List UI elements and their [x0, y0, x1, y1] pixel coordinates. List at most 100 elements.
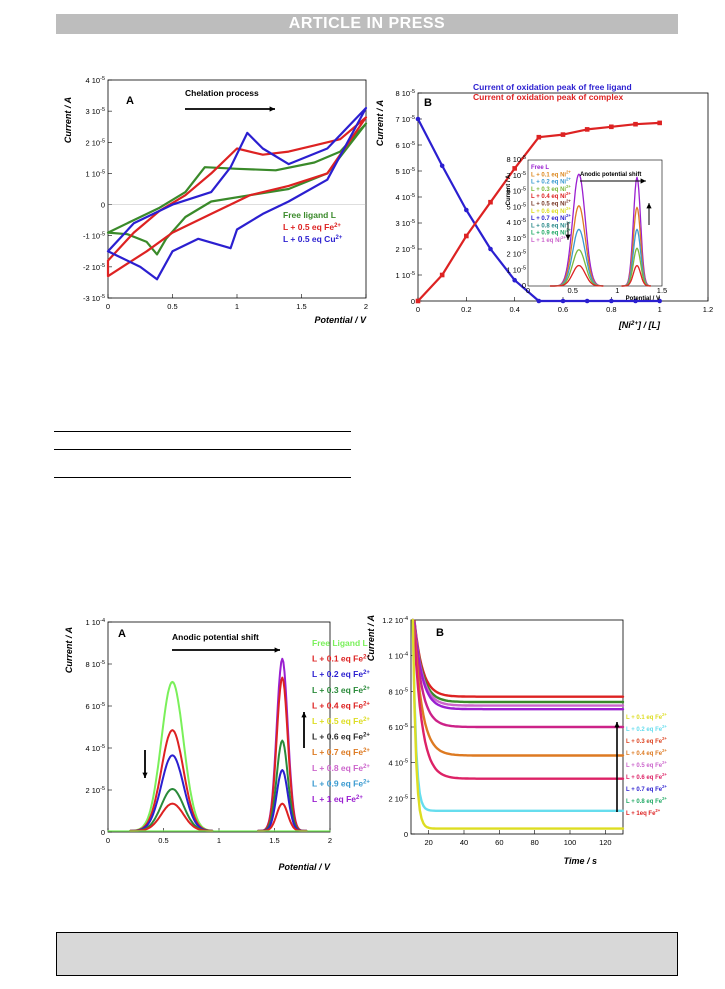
- inset-peak2-4: [621, 264, 652, 287]
- inset-ytick-label: 8 10-5: [507, 155, 527, 164]
- cv-a-xtick-label: 0.5: [167, 302, 177, 311]
- cv-a-ytick-label: 0: [101, 201, 105, 210]
- cv-a-frame: [107, 79, 367, 299]
- tit-b-ytick-label: 4 10-5: [396, 193, 416, 202]
- tit-b-point: [560, 298, 566, 304]
- ca-b-legend-0: L + 0.1 eq Fe2+: [626, 712, 667, 721]
- inset-legend-5: L + 0.5 eq Ni2+: [531, 199, 571, 208]
- cv-a-ytick-label: 3 10-5: [86, 107, 106, 116]
- dpv-a-legend-1: L + 0.1 eq Fe2+: [312, 654, 370, 664]
- cv-a-xlabel: Potential / V: [314, 315, 367, 325]
- inset-ytick-label: 3 10-5: [507, 234, 527, 243]
- tit-b-xtick-label: 0.2: [461, 305, 471, 314]
- dpv-a-peak2-1: [256, 676, 308, 832]
- tit-b-panel-letter: B: [424, 97, 432, 109]
- ca-b-legend-6: L + 0.7 eq Fe2+: [626, 784, 667, 793]
- dpv-a-xtick-label: 0.5: [158, 836, 168, 845]
- cv-a-legend-1: L + 0.5 eq Fe2+: [283, 222, 341, 232]
- tit-b-point: [633, 298, 638, 304]
- ca-b-trace-0: [411, 618, 625, 698]
- ca-b-ytick-label: 4 10-5: [389, 759, 409, 768]
- table-rule-bottom: [54, 477, 351, 478]
- ca-b-trace-2: [411, 618, 625, 707]
- inset-legend-10: L + 1 eq Ni2+: [531, 235, 566, 244]
- ca-b-legend-7: L + 0.8 eq Fe2+: [626, 796, 667, 805]
- tit-b-point: [657, 298, 662, 304]
- dpv-a-ytick-label: 2 10-5: [86, 786, 106, 795]
- cv-a-series-0: [106, 122, 368, 256]
- ca-b-trace-4: [411, 618, 625, 729]
- dpv-a-peak1-1: [129, 729, 214, 832]
- inset-legend-3: L + 0.3 eq Ni2+: [531, 184, 571, 193]
- tit-b-point: [609, 124, 614, 130]
- tit-b-ytick-label: 8 10-5: [396, 89, 416, 98]
- dpv-a-xlabel: Potential / V: [278, 862, 331, 872]
- tit-b-xtick-label: 0.6: [558, 305, 568, 314]
- cv-a-ytick-label: 2 10-5: [86, 138, 106, 147]
- tit-b-xtick-label: 0: [416, 305, 420, 314]
- dpv-a-legend-2: L + 0.2 eq Fe2+: [312, 669, 370, 679]
- dpv-a-up-arrow-head: [301, 712, 307, 718]
- tit-b-legend-0: Current of oxidation peak of free ligand: [473, 82, 632, 92]
- tit-b-ytick-label: 5 10-5: [396, 167, 416, 176]
- inset-xtick-label: 1.5: [657, 286, 667, 295]
- inset-ytick-label: 7 10-5: [507, 171, 527, 180]
- dpv-a-ytick-label: 0: [101, 828, 105, 837]
- tit-b-point: [609, 298, 614, 304]
- dpv-a-legend-9: L + 0.9 eq Fe2+: [312, 778, 370, 788]
- inset-xtick-label: 0.5: [567, 286, 577, 295]
- cv-a-ytick-label: -2 10-5: [83, 263, 105, 272]
- inset-legend-7: L + 0.7 eq Ni2+: [531, 213, 571, 222]
- tit-b-xtick-label: 0.8: [606, 305, 616, 314]
- dpv-a-legend-10: L + 1 eq Fe2+: [312, 794, 363, 804]
- ca-b-legend-4: L + 0.5 eq Fe2+: [626, 760, 667, 769]
- dpv-a-ytick-label: 1 10-4: [86, 618, 106, 627]
- tit-b-point: [512, 277, 517, 283]
- dpv-a-legend-6: L + 0.6 eq Fe2+: [312, 732, 370, 742]
- footer-box: [56, 932, 678, 976]
- ca-b-xtick-label: 80: [530, 838, 538, 847]
- cv-a-legend-2: L + 0.5 eq Cu2+: [283, 234, 343, 244]
- dpv-a-shift-arrow-head: [274, 647, 280, 653]
- dpv-a-ylabel: Current / A: [64, 627, 74, 673]
- dpv-a-ytick-label: 8 10-5: [86, 660, 106, 669]
- dpv-a-xtick-label: 0: [106, 836, 110, 845]
- tit-b-point: [415, 116, 421, 122]
- inset-legend-0: Free L: [531, 165, 549, 171]
- ca-b-trace-5: [411, 618, 625, 757]
- inset-peak1-4: [549, 264, 604, 287]
- tit-b-point: [560, 132, 566, 137]
- cv-a-xtick-label: 2: [364, 302, 368, 311]
- tit-b-point: [536, 134, 542, 140]
- dpv-a-peak2-0: [256, 657, 308, 832]
- dpv-a-xtick-label: 1.5: [269, 836, 279, 845]
- tit-b-xtick-label: 1: [658, 305, 662, 314]
- dpv-a-legend-4: L + 0.4 eq Fe2+: [312, 700, 370, 710]
- ca-b-trace-1: [411, 618, 625, 704]
- tit-b-xlabel: [Ni2+] / [L]: [618, 320, 661, 330]
- tit-b-point: [633, 121, 638, 127]
- cv-a-ytick-label: -3 10-5: [83, 294, 105, 303]
- ca-b-ytick-label: 2 10-5: [389, 794, 409, 803]
- tit-b-ytick-label: 1 10-5: [396, 271, 416, 280]
- ca-b-xtick-label: 20: [424, 838, 432, 847]
- tit-b-point: [536, 298, 542, 304]
- ca-b-trace-7: [411, 618, 625, 812]
- ca-b-ytick-label: 8 10-5: [389, 687, 409, 696]
- dpv-a-legend-0: Free Ligand L: [312, 638, 368, 648]
- inset-down-arrow-head: [565, 234, 571, 240]
- article-in-press-banner: ARTICLE IN PRESS: [56, 14, 678, 34]
- dpv-a-ytick-label: 6 10-5: [86, 702, 106, 711]
- dpv-a-frame: [107, 621, 331, 833]
- tit-b-point: [439, 163, 445, 169]
- ca-b-trace-8: [411, 618, 625, 830]
- dpv-a-peak2-3: [256, 769, 308, 832]
- tit-b-point: [439, 272, 445, 278]
- inset-up-arrow-head: [646, 203, 652, 209]
- cv-a-xtick-label: 0: [106, 302, 110, 311]
- cv-a-ytick-label: -1 10-5: [83, 232, 105, 241]
- tit-b-point: [488, 246, 493, 252]
- inset-xtick-label: 1: [615, 286, 619, 295]
- inset-legend-4: L + 0.4 eq Ni2+: [531, 191, 571, 200]
